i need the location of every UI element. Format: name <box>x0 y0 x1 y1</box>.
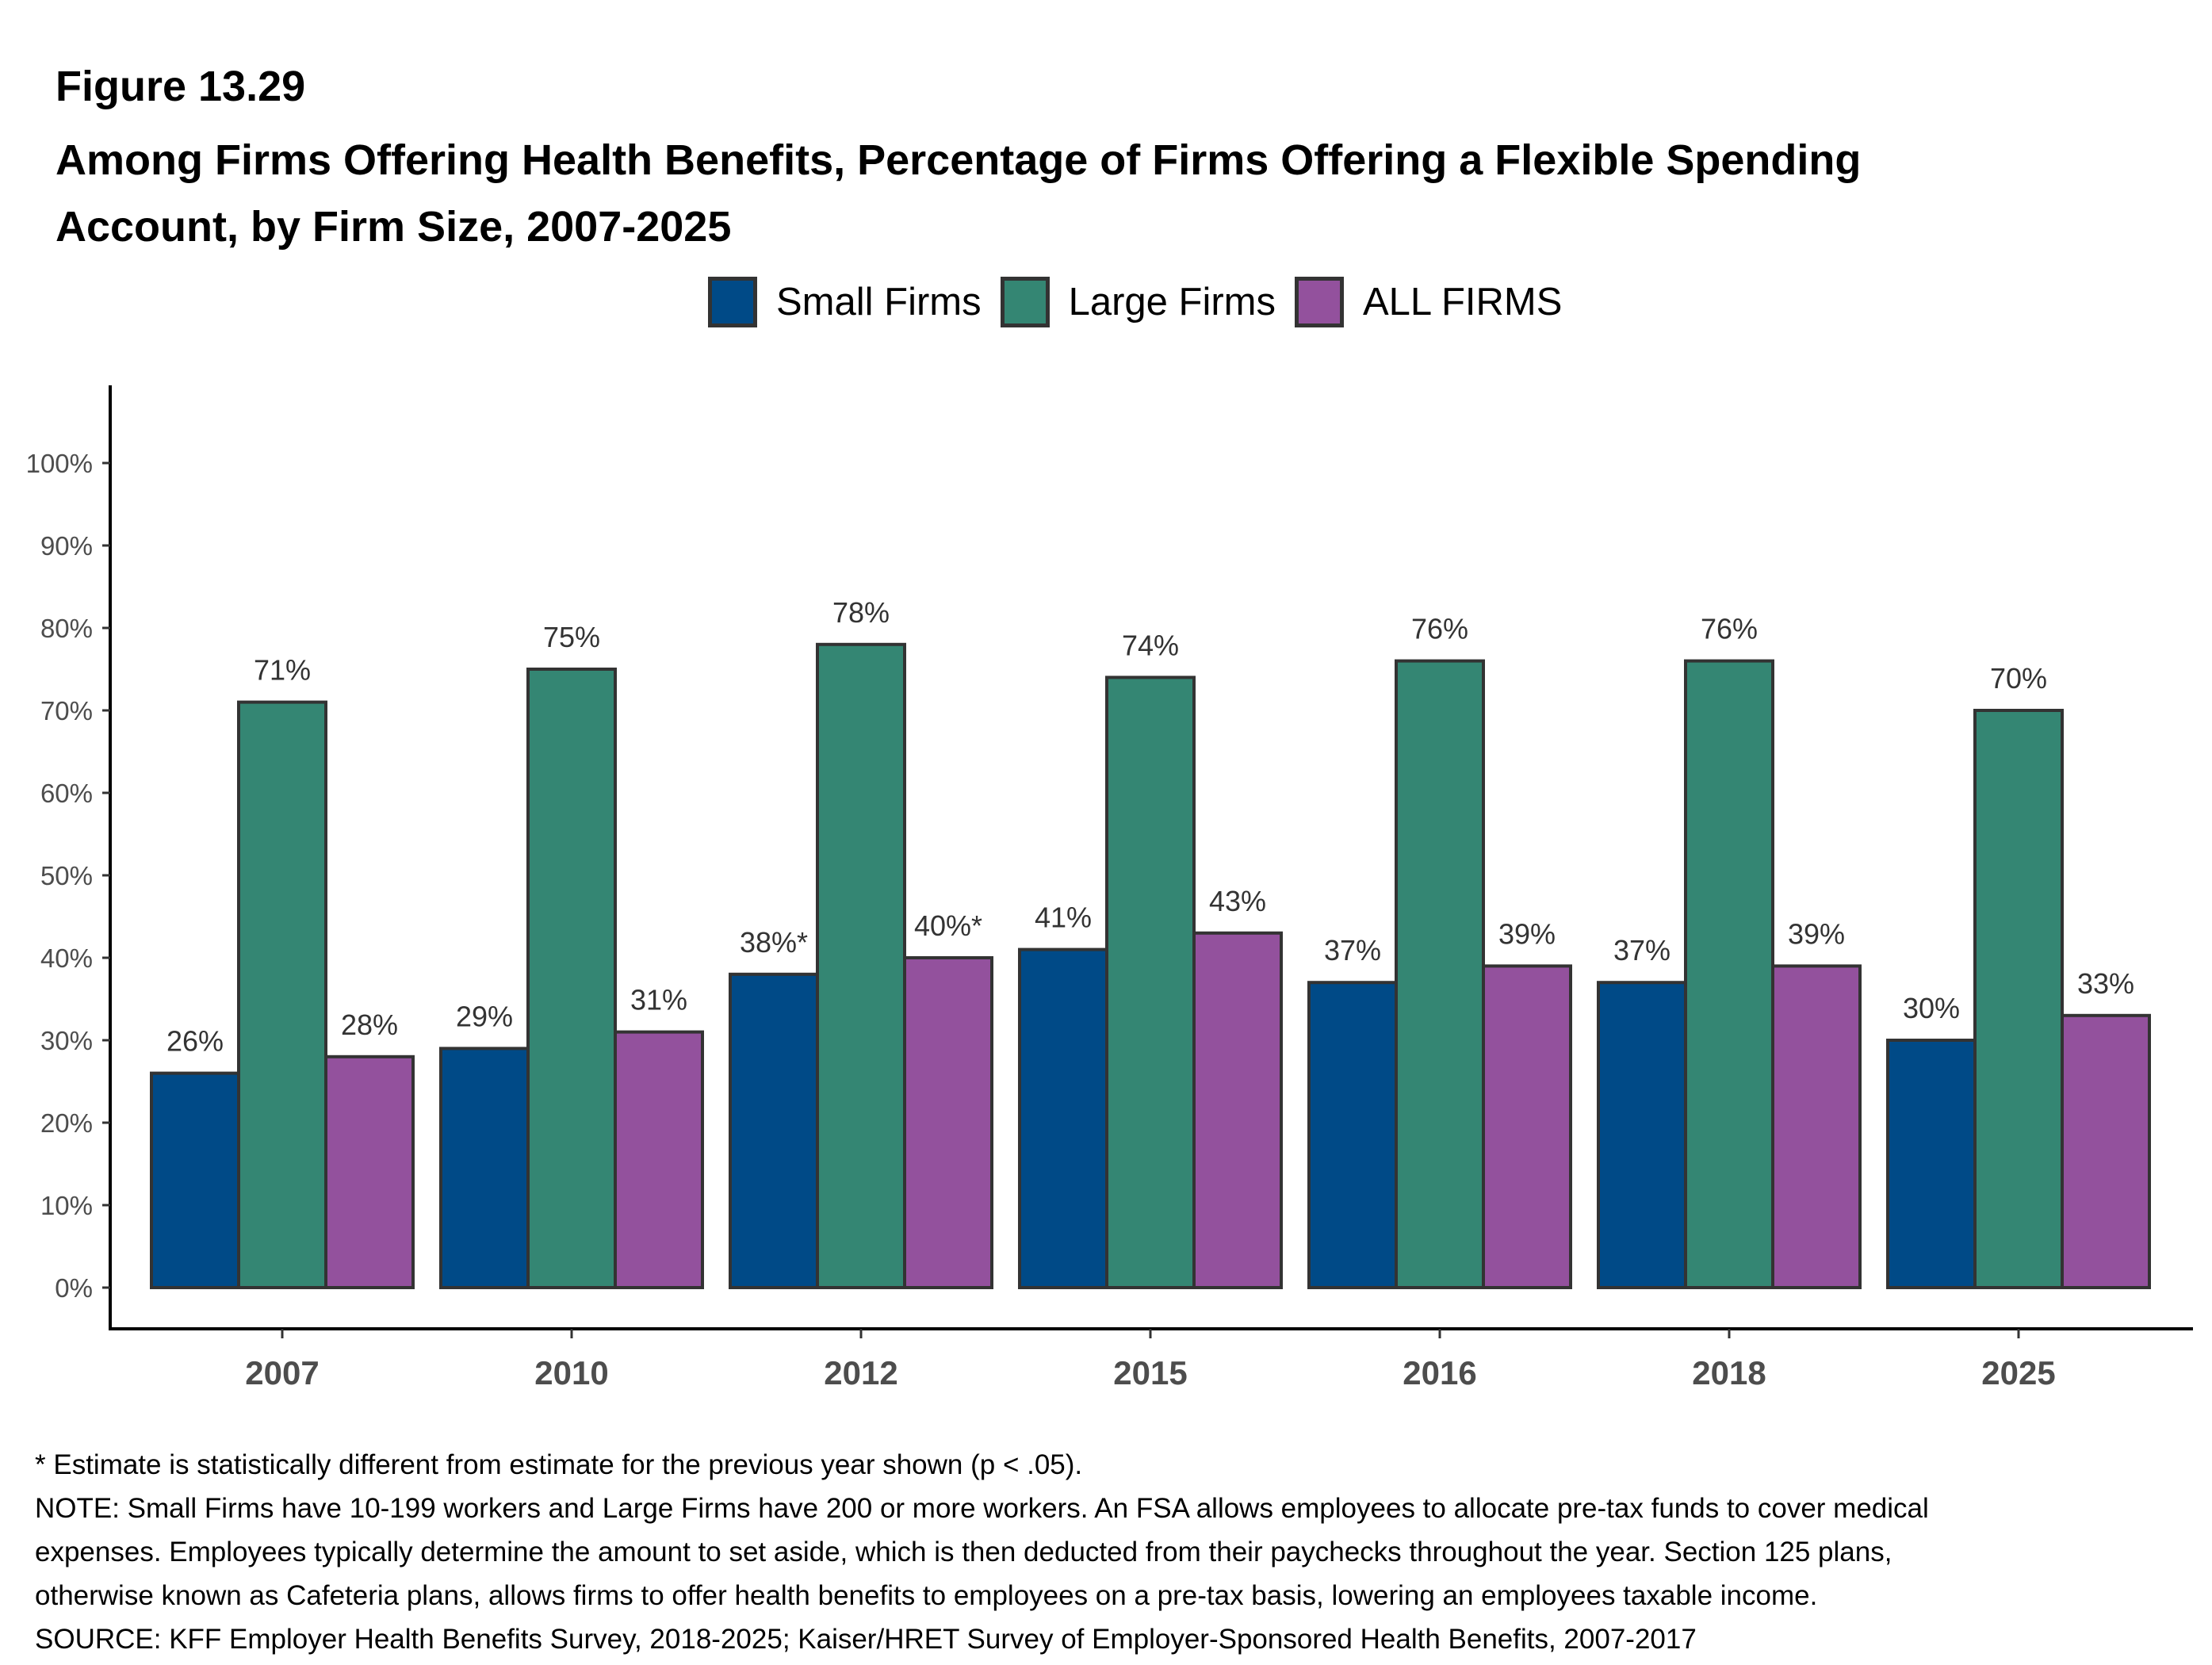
bar-value-label: 39% <box>1498 917 1556 950</box>
bar-value-label: 30% <box>1903 992 1960 1024</box>
legend-label: ALL FIRMS <box>1362 281 1563 323</box>
bar-small-firms-2010 <box>439 1047 530 1290</box>
y-axis: 0% 10% 20% 30% 40% 50% 60% 70% 80% 90% 100% <box>26 385 112 1330</box>
bar-small-firms-2025 <box>1886 1039 1977 1289</box>
bars <box>150 642 2151 1290</box>
bar-value-label: 40%* <box>914 909 982 942</box>
bar-small-firms-2016 <box>1307 981 1398 1289</box>
bar-large-firms-2025 <box>1973 709 2064 1289</box>
y-tick-label: 20% <box>40 1108 93 1138</box>
legend-label: Small Firms <box>776 281 982 323</box>
bar-small-firms-2012 <box>729 972 819 1290</box>
y-tick-label: 90% <box>40 531 93 561</box>
bar-all-firms-2012 <box>903 956 993 1289</box>
y-tick-label: 70% <box>40 696 93 725</box>
legend-swatch-large-firms <box>1000 277 1050 327</box>
bar-all-firms-2015 <box>1192 931 1283 1290</box>
footnote-note-2: expenses. Employees typically determine … <box>35 1537 1892 1567</box>
x-tick-label: 2012 <box>824 1354 897 1391</box>
bar-small-firms-2007 <box>150 1071 240 1289</box>
x-tick-label: 2025 <box>1981 1354 2055 1391</box>
bar-value-label: 38%* <box>740 926 808 959</box>
bar-value-label: 76% <box>1411 613 1468 645</box>
y-tick-label: 60% <box>40 779 93 808</box>
bar-labels: 26% 71% 28% 29% 75% 31% 38%* 78% 40%* 41% 74% 43% 37… <box>166 596 2134 1058</box>
bar-large-firms-2010 <box>526 668 617 1289</box>
x-tick-label: 2010 <box>534 1354 608 1391</box>
chart-title-line-1: Among Firms Offering Health Benefits, Pe… <box>55 136 1862 184</box>
bar-all-firms-2016 <box>1482 964 1572 1290</box>
bar-large-firms-2016 <box>1395 659 1485 1289</box>
footnote-note-1: NOTE: Small Firms have 10-199 workers an… <box>35 1493 1929 1524</box>
bar-value-label: 76% <box>1701 613 1758 645</box>
bar-value-label: 26% <box>166 1025 224 1058</box>
legend-item-large-firms: Large Firms <box>1000 277 1276 327</box>
footnote-note-3: otherwise known as Cafeteria plans, allo… <box>35 1580 1818 1611</box>
bar-all-firms-2018 <box>1771 964 1862 1290</box>
bar-all-firms-2025 <box>2061 1013 2151 1290</box>
x-tick-label: 2018 <box>1692 1354 1766 1391</box>
bar-large-firms-2007 <box>237 700 327 1289</box>
bar-large-firms-2012 <box>816 642 906 1289</box>
footnote-significance: * Estimate is statistically different fr… <box>35 1449 1083 1480</box>
bar-value-label: 78% <box>832 596 890 629</box>
bar-value-label: 70% <box>1990 662 2047 695</box>
bar-value-label: 28% <box>341 1009 398 1041</box>
footnotes: * Estimate is statistically different fr… <box>35 1443 1929 1661</box>
y-tick-label: 40% <box>40 944 93 973</box>
bar-small-firms-2018 <box>1597 981 1687 1289</box>
chart-title: Among Firms Offering Health Benefits, Pe… <box>55 127 2157 260</box>
legend-swatch-all-firms <box>1294 277 1344 327</box>
y-tick-label: 80% <box>40 614 93 643</box>
bar-value-label: 31% <box>630 984 687 1016</box>
bar-value-label: 39% <box>1788 917 1845 950</box>
chart-title-line-2: Account, by Firm Size, 2007-2025 <box>55 203 732 251</box>
bar-value-label: 71% <box>254 654 311 687</box>
legend: Small Firms Large Firms ALL FIRMS <box>708 274 1581 331</box>
x-axis: 2007 2010 2012 2015 2016 2018 2025 <box>109 1327 2193 1391</box>
x-tick-label: 2015 <box>1113 1354 1187 1391</box>
bar-large-firms-2015 <box>1105 676 1196 1289</box>
bar-small-firms-2015 <box>1018 947 1108 1289</box>
bar-value-label: 33% <box>2077 967 2134 1000</box>
legend-label: Large Firms <box>1068 281 1276 323</box>
bar-all-firms-2010 <box>614 1030 704 1289</box>
y-tick-label: 100% <box>26 449 93 478</box>
bar-chart: 0%10%20%30%40%50%60%70%80%90%100% 2007 20… <box>26 385 2193 1391</box>
bar-value-label: 43% <box>1209 885 1266 917</box>
legend-item-small-firms: Small Firms <box>708 277 982 327</box>
legend-item-all-firms: ALL FIRMS <box>1294 277 1563 327</box>
footnote-source: SOURCE: KFF Employer Health Benefits Sur… <box>35 1624 1697 1655</box>
bar-value-label: 41% <box>1035 901 1092 934</box>
y-tick-label: 50% <box>40 861 93 890</box>
y-tick-label: 10% <box>40 1191 93 1220</box>
bar-value-label: 37% <box>1613 934 1670 966</box>
y-tick-label: 30% <box>40 1026 93 1055</box>
bar-value-label: 37% <box>1324 934 1381 966</box>
bar-value-label: 75% <box>543 621 600 653</box>
x-tick-label: 2007 <box>245 1354 319 1391</box>
bar-value-label: 29% <box>456 1000 513 1032</box>
bar-all-firms-2007 <box>324 1054 415 1290</box>
x-tick-label: 2016 <box>1403 1354 1476 1391</box>
y-tick-label: 0% <box>55 1273 93 1303</box>
figure-label: Figure 13.29 <box>55 63 306 110</box>
bar-large-firms-2018 <box>1684 659 1774 1289</box>
legend-swatch-small-firms <box>708 277 757 327</box>
bar-value-label: 74% <box>1122 629 1179 661</box>
